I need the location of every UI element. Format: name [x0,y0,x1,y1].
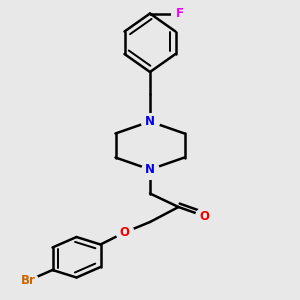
Text: Br: Br [21,274,36,287]
Text: F: F [176,7,184,20]
Text: N: N [145,163,155,176]
Text: O: O [199,209,209,223]
Text: O: O [119,226,130,239]
Text: N: N [145,115,155,128]
